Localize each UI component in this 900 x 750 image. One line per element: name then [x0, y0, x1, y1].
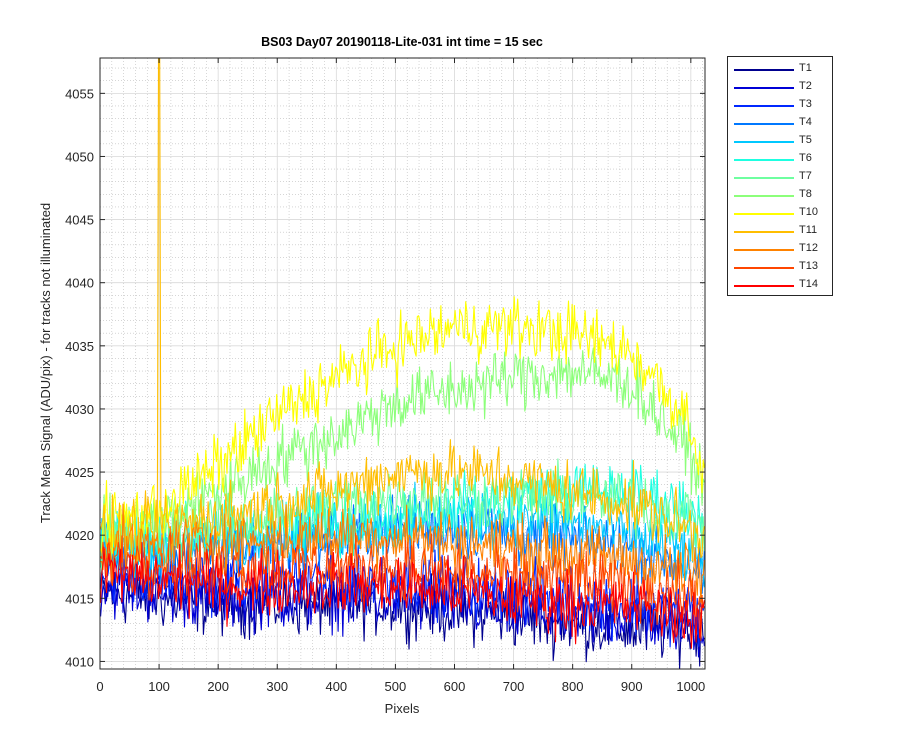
legend-label: T7: [799, 170, 812, 182]
y-tick-label: 4045: [65, 213, 94, 228]
y-tick-label: 4010: [65, 654, 94, 669]
y-tick-label: 4020: [65, 528, 94, 543]
x-tick-label: 800: [562, 679, 584, 694]
x-tick-label: 100: [148, 679, 170, 694]
legend-swatch: [734, 123, 794, 125]
legend-swatch: [734, 141, 794, 143]
legend-label: T2: [799, 80, 812, 92]
legend-item-t13: T13: [728, 259, 832, 277]
legend: T1 T2 T3 T4 T5 T6 T7 T8 T10 T11 T12 T13 T14: [727, 56, 833, 296]
legend-label: T12: [799, 242, 818, 254]
x-tick-label: 200: [207, 679, 229, 694]
legend-item-t7: T7: [728, 169, 832, 187]
x-tick-label: 0: [96, 679, 103, 694]
legend-swatch: [734, 231, 794, 233]
legend-item-t11: T11: [728, 223, 832, 241]
x-tick-label: 900: [621, 679, 643, 694]
x-tick-label: 600: [444, 679, 466, 694]
legend-swatch: [734, 195, 794, 197]
legend-label: T13: [799, 260, 818, 272]
legend-item-t10: T10: [728, 205, 832, 223]
y-axis-label: Track Mean Signal (ADU/pix) - for tracks…: [38, 203, 53, 523]
x-tick-label: 700: [503, 679, 525, 694]
legend-swatch: [734, 177, 794, 179]
legend-label: T14: [799, 278, 818, 290]
y-tick-label: 4050: [65, 149, 94, 164]
legend-swatch: [734, 249, 794, 251]
legend-item-t12: T12: [728, 241, 832, 259]
legend-item-t3: T3: [728, 97, 832, 115]
legend-swatch: [734, 285, 794, 287]
legend-label: T8: [799, 188, 812, 200]
y-tick-label: 4015: [65, 591, 94, 606]
legend-item-t1: T1: [728, 61, 832, 79]
x-tick-label: 300: [266, 679, 288, 694]
x-tick-label: 400: [325, 679, 347, 694]
legend-item-t2: T2: [728, 79, 832, 97]
series-line-t12: [100, 503, 705, 603]
legend-label: T5: [799, 134, 812, 146]
legend-label: T11: [799, 224, 818, 236]
data-layer: [100, 57, 705, 670]
legend-swatch: [734, 159, 794, 161]
legend-swatch: [734, 69, 794, 71]
legend-label: T10: [799, 206, 818, 218]
y-tick-label: 4055: [65, 86, 94, 101]
legend-swatch: [734, 87, 794, 89]
x-tick-label: 1000: [676, 679, 705, 694]
legend-swatch: [734, 213, 794, 215]
plot-frame: [99, 57, 706, 670]
x-axis-label: Pixels: [385, 701, 420, 716]
legend-label: T3: [799, 98, 812, 110]
series-line-t14: [100, 541, 705, 649]
series-line-t7: [100, 458, 705, 575]
legend-item-t14: T14: [728, 277, 832, 295]
legend-item-t4: T4: [728, 115, 832, 133]
y-tick-label: 4030: [65, 402, 94, 417]
legend-item-t5: T5: [728, 133, 832, 151]
legend-swatch: [734, 105, 794, 107]
legend-item-t8: T8: [728, 187, 832, 205]
y-tick-label: 4040: [65, 276, 94, 291]
chart-title: BS03 Day07 20190118-Lite-031 int time = …: [261, 35, 543, 49]
legend-label: T6: [799, 152, 812, 164]
legend-label: T1: [799, 62, 812, 74]
legend-swatch: [734, 267, 794, 269]
series-line-t10: [100, 296, 705, 554]
y-tick-label: 4035: [65, 339, 94, 354]
series-line-t11: [100, 57, 705, 564]
legend-item-t6: T6: [728, 151, 832, 169]
legend-label: T4: [799, 116, 812, 128]
tick-layer: 0 100 200 300 400 500 600 700 800 900 1000 4010 4015…: [65, 58, 705, 694]
x-tick-label: 500: [385, 679, 407, 694]
y-tick-label: 4025: [65, 465, 94, 480]
